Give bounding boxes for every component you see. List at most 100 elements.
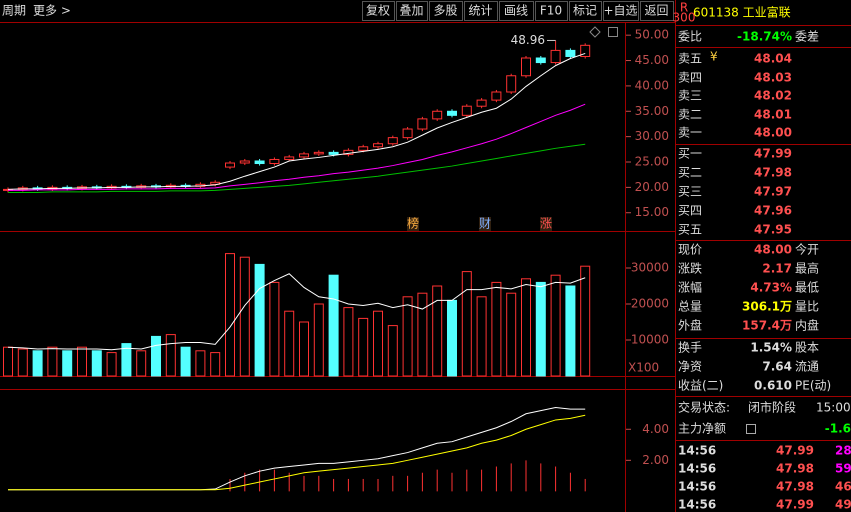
- toolbar-button[interactable]: [499, 1, 534, 21]
- candle-body: [254, 160, 265, 165]
- row-label-2: PE(动): [795, 379, 831, 393]
- row-label: 卖五: [678, 52, 702, 66]
- trade-volume: 28: [835, 444, 851, 458]
- moving-average: [7, 52, 586, 190]
- toolbar-button[interactable]: [362, 1, 395, 21]
- volume-bar: [461, 271, 472, 377]
- volume-bar: [3, 346, 13, 377]
- candle-body: [565, 49, 576, 57]
- volume-bar: [91, 350, 102, 377]
- candle-body: [328, 151, 339, 155]
- row-label: 买四: [678, 204, 702, 218]
- y-tick-label: 50.00: [635, 28, 669, 42]
- volume-bar: [106, 352, 117, 377]
- row-label-2: 流通: [795, 360, 819, 374]
- row-value: 7.64: [762, 360, 792, 374]
- row-label: 买三: [678, 185, 702, 199]
- row-label: 委比: [678, 30, 702, 44]
- candle-body: [239, 160, 250, 164]
- toolbar-button-label[interactable]: 返回: [644, 4, 668, 18]
- row-label: 外盘: [678, 318, 702, 333]
- row-value: 47.95: [754, 223, 792, 237]
- candle-body: [225, 162, 235, 168]
- candle-body: [313, 151, 324, 155]
- event-marker[interactable]: [479, 217, 491, 231]
- volume-bar: [180, 346, 191, 377]
- row-value: 48.00: [754, 126, 792, 140]
- event-marker-label[interactable]: 涨: [540, 216, 552, 231]
- volume-bar: [417, 292, 428, 377]
- candle-body: [476, 99, 487, 107]
- volume-bar: [136, 350, 147, 377]
- row-label-2: 内盘: [795, 318, 819, 333]
- y-tick-label: 30.00: [635, 129, 669, 143]
- row-label: 买二: [678, 166, 702, 180]
- toolbar-button[interactable]: [429, 1, 463, 21]
- volume-average: [7, 273, 586, 351]
- more-button[interactable]: 更多 >: [33, 4, 71, 18]
- toolbar-button[interactable]: [396, 1, 428, 21]
- candle-body: [402, 128, 413, 139]
- event-marker-label[interactable]: 财: [479, 217, 491, 231]
- toolbar-button[interactable]: [640, 1, 674, 21]
- moving-average: [8, 103, 586, 191]
- event-marker-label[interactable]: 榜: [407, 216, 419, 231]
- trade-price: 47.98: [776, 480, 814, 494]
- row-value: 48.02: [754, 89, 792, 103]
- row-value: 4.73%: [750, 281, 792, 295]
- y-tick-label: 35.00: [635, 104, 669, 118]
- row-label: 买五: [678, 223, 702, 237]
- toolbar-button-label[interactable]: +自选: [603, 4, 637, 18]
- toolbar-button-label[interactable]: F10: [540, 4, 562, 18]
- volume-bar: [121, 343, 132, 377]
- volume-bar: [195, 350, 206, 377]
- candle-body: [284, 156, 295, 160]
- event-marker[interactable]: [540, 217, 552, 231]
- row-value: 48.03: [754, 71, 792, 85]
- toolbar-button[interactable]: [535, 1, 568, 21]
- row-label: 涨幅: [678, 280, 702, 295]
- stock-title: 601138 工业富联: [693, 5, 791, 20]
- candle-body: [491, 91, 502, 101]
- row-label: 总量: [678, 300, 702, 314]
- row-value: 47.97: [754, 185, 792, 199]
- volume-bar: [535, 281, 546, 377]
- y-tick-label: 30000: [631, 261, 669, 275]
- row-label: 净资: [678, 360, 702, 374]
- toolbar-button[interactable]: [569, 1, 602, 21]
- toolbar-button-label[interactable]: 标记: [573, 4, 597, 18]
- toolbar-button-label[interactable]: 复权: [366, 4, 390, 18]
- toolbar-button-label[interactable]: 画线: [504, 4, 528, 18]
- trade-price: 47.99: [776, 444, 814, 458]
- square-icon: [608, 27, 618, 37]
- candle-body: [461, 105, 472, 116]
- event-marker[interactable]: [407, 217, 419, 231]
- candle-body: [269, 158, 280, 165]
- row-label: 卖三: [678, 89, 702, 103]
- row-label-2: 股本: [795, 341, 819, 355]
- candle-body: [432, 110, 443, 120]
- toolbar-button[interactable]: [603, 1, 639, 21]
- moving-average: [8, 143, 586, 193]
- toolbar-button-label[interactable]: 统计: [468, 4, 492, 18]
- toolbar-button-label[interactable]: 多股: [433, 4, 457, 18]
- row-value: 48.04: [754, 52, 792, 66]
- volume-bar: [47, 346, 58, 377]
- row-value: 2.17: [762, 262, 792, 276]
- row-value: 47.98: [754, 166, 792, 180]
- max-label: 48.96: [511, 33, 545, 47]
- candle-body: [358, 146, 369, 151]
- candle-body: [506, 75, 517, 93]
- volume-bar: [565, 285, 576, 377]
- toolbar-button[interactable]: [464, 1, 498, 21]
- period-label[interactable]: 周期: [2, 4, 26, 18]
- volume-bar: [239, 256, 250, 377]
- candle-body: [521, 57, 531, 77]
- row-value: 306.1万: [742, 300, 792, 314]
- volume-bar: [254, 263, 265, 377]
- flow-icon[interactable]: [746, 424, 756, 434]
- volume-bar: [580, 265, 591, 377]
- toolbar-button-label[interactable]: 叠加: [399, 4, 423, 18]
